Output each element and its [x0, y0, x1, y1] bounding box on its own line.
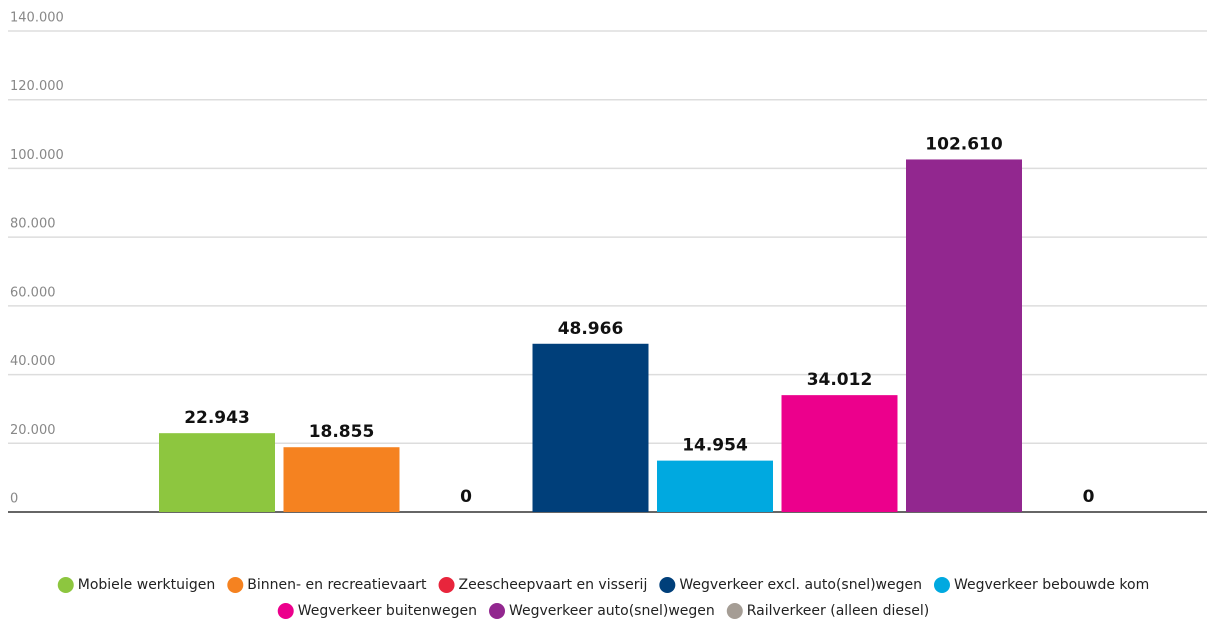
legend-marker	[57, 577, 74, 593]
data-label: 18.855	[309, 422, 375, 442]
legend-label: Binnen- en recreatievaart	[247, 577, 427, 593]
y-tick-label: 0	[10, 492, 18, 507]
legend-marker	[659, 577, 676, 593]
data-label: 34.012	[807, 370, 873, 390]
y-tick-label: 80.000	[10, 217, 56, 232]
y-tick-label: 100.000	[10, 148, 64, 163]
legend-label: Wegverkeer bebouwde kom	[954, 577, 1149, 593]
y-tick-label: 140.000	[10, 11, 64, 26]
y-tick-label: 40.000	[10, 354, 56, 369]
legend-marker	[438, 577, 455, 593]
legend-marker	[227, 577, 244, 593]
legend-label: Zeescheepvaart en visserij	[459, 577, 648, 593]
legend-marker	[933, 577, 950, 593]
legend-label: Wegverkeer excl. auto(snel)wegen	[679, 577, 922, 593]
data-label: 22.943	[184, 408, 250, 428]
bar	[781, 395, 898, 512]
bar	[283, 447, 400, 512]
y-tick-label: 120.000	[10, 79, 64, 94]
bar	[906, 159, 1022, 512]
legend-marker	[726, 603, 743, 619]
legend-marker	[489, 603, 506, 619]
bar	[532, 343, 649, 512]
data-label: 48.966	[558, 319, 624, 339]
legend-marker	[277, 603, 294, 619]
y-tick-label: 20.000	[10, 423, 56, 438]
y-tick-label: 60.000	[10, 285, 56, 300]
data-label: 0	[1083, 487, 1095, 507]
legend-label: Railverkeer (alleen diesel)	[747, 603, 930, 619]
legend-label: Wegverkeer auto(snel)wegen	[509, 603, 715, 619]
legend-label: Mobiele werktuigen	[78, 577, 216, 593]
data-label: 0	[460, 487, 472, 507]
bar	[657, 460, 773, 512]
bar	[159, 433, 275, 512]
data-label: 14.954	[682, 436, 748, 456]
legend-label: Wegverkeer buitenwegen	[298, 603, 477, 619]
data-label: 102.610	[925, 134, 1003, 154]
